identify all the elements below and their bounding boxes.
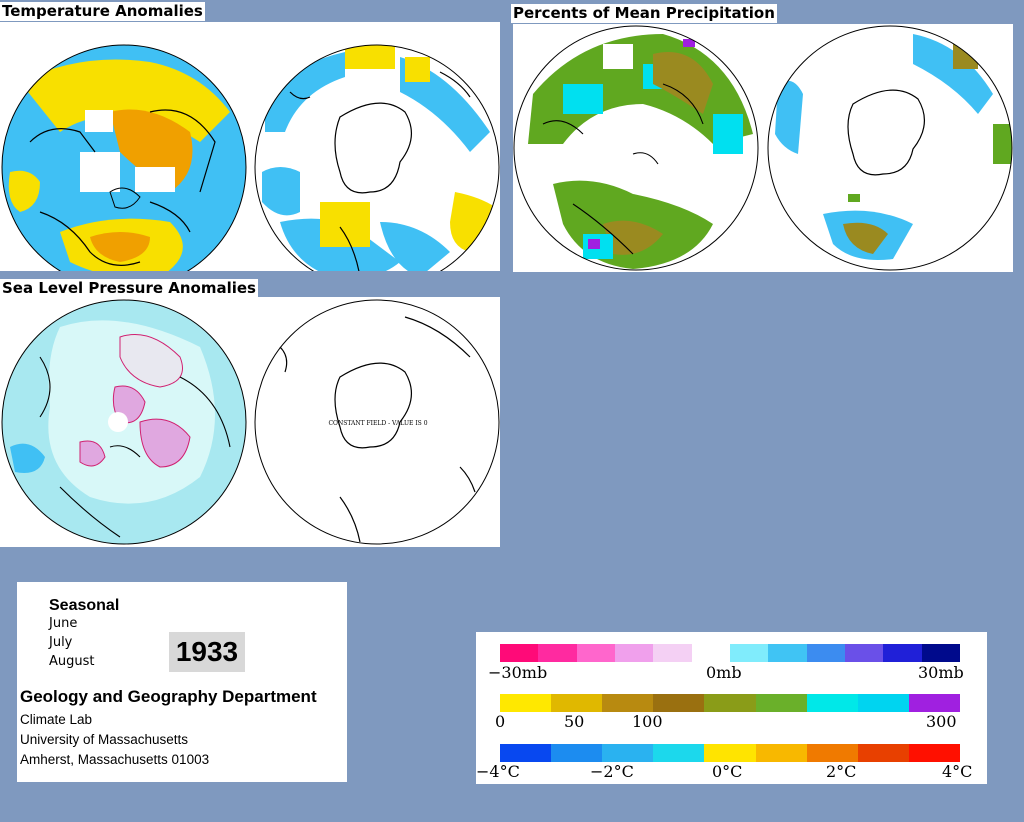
month-june: June xyxy=(49,616,78,631)
temperature-label-plus2: 2°C xyxy=(826,762,857,781)
pressure-swatch xyxy=(653,644,692,662)
pressure-label-min: −30mb xyxy=(488,663,548,682)
temperature-swatch xyxy=(857,744,909,762)
precipitation-swatch xyxy=(704,694,756,712)
pressure-label-zero: 0mb xyxy=(706,663,742,682)
address-line-1: Climate Lab xyxy=(20,712,93,727)
pressure-label-max: 30mb xyxy=(918,663,964,682)
precipitation-label-300: 300 xyxy=(926,712,957,731)
precipitation-label-0: 0 xyxy=(495,712,506,731)
pressure-swatch xyxy=(576,644,615,662)
precipitation-swatch xyxy=(857,694,909,712)
precipitation-swatch xyxy=(500,694,552,712)
pressure-swatch xyxy=(691,644,730,662)
pressure-colorbar xyxy=(500,644,960,662)
temperature-label-minus4: −4°C xyxy=(476,762,520,781)
precipitation-panel xyxy=(513,24,1013,272)
temperature-swatch xyxy=(653,744,705,762)
temperature-label-zero: 0°C xyxy=(712,762,743,781)
precipitation-colorbar xyxy=(500,694,960,712)
address-line-3: Amherst, Massachusetts 01003 xyxy=(20,752,210,767)
pressure-south-constant-note: CONSTANT FIELD - VALUE IS 0 xyxy=(328,420,427,427)
precipitation-label-50: 50 xyxy=(564,712,585,731)
info-box: Seasonal June July August 1933 Geology a… xyxy=(17,582,347,782)
season-label: Seasonal xyxy=(49,597,120,614)
pressure-panel: CONSTANT FIELD - VALUE IS 0 xyxy=(0,297,500,547)
department-name: Geology and Geography Department xyxy=(20,687,317,706)
precipitation-swatch xyxy=(653,694,705,712)
pressure-swatch xyxy=(500,644,539,662)
precipitation-swatch xyxy=(806,694,858,712)
pressure-swatch xyxy=(614,644,654,662)
pressure-south-hemisphere-map xyxy=(254,299,500,545)
temperature-swatch xyxy=(908,744,960,762)
temperature-colorbar xyxy=(500,744,960,762)
pressure-swatch xyxy=(768,644,807,662)
year-label: 1933 xyxy=(169,632,245,672)
precipitation-title: Percents of Mean Precipitation xyxy=(511,4,777,23)
temperature-label-plus4: 4°C xyxy=(942,762,973,781)
pressure-swatch xyxy=(921,644,960,662)
pressure-title: Sea Level Pressure Anomalies xyxy=(0,279,258,298)
precipitation-swatch xyxy=(908,694,960,712)
temperature-swatch xyxy=(551,744,603,762)
pressure-maps: CONSTANT FIELD - VALUE IS 0 xyxy=(1,299,500,545)
precipitation-swatch xyxy=(602,694,654,712)
color-legend: −30mb 0mb 30mb 0 50 100 300 −4°C −2°C 0°… xyxy=(476,632,987,784)
temperature-swatch xyxy=(806,744,858,762)
precipitation-maps xyxy=(513,25,1013,271)
month-july: July xyxy=(49,635,73,650)
precipitation-swatch xyxy=(551,694,603,712)
temperature-maps xyxy=(1,44,500,271)
temperature-label-minus2: −2°C xyxy=(590,762,634,781)
pressure-swatch xyxy=(806,644,845,662)
temperature-panel xyxy=(0,22,500,271)
temperature-swatch xyxy=(755,744,807,762)
temperature-north-hemisphere-map xyxy=(2,45,246,271)
temperature-swatch xyxy=(704,744,756,762)
month-august: August xyxy=(49,654,95,669)
temperature-title: Temperature Anomalies xyxy=(0,2,205,21)
precipitation-north-hemisphere-map xyxy=(514,26,758,270)
temperature-swatch xyxy=(602,744,654,762)
precipitation-south-hemisphere-map xyxy=(768,26,1012,270)
pressure-swatch xyxy=(883,644,922,662)
temperature-swatch xyxy=(500,744,552,762)
temperature-south-hemisphere-map xyxy=(255,45,499,271)
address-line-2: University of Massachusetts xyxy=(20,732,189,747)
pressure-north-hemisphere-map xyxy=(2,300,246,544)
pressure-swatch xyxy=(729,644,769,662)
pressure-swatch xyxy=(844,644,884,662)
precipitation-label-100: 100 xyxy=(632,712,663,731)
pressure-swatch xyxy=(538,644,577,662)
precipitation-swatch xyxy=(755,694,807,712)
